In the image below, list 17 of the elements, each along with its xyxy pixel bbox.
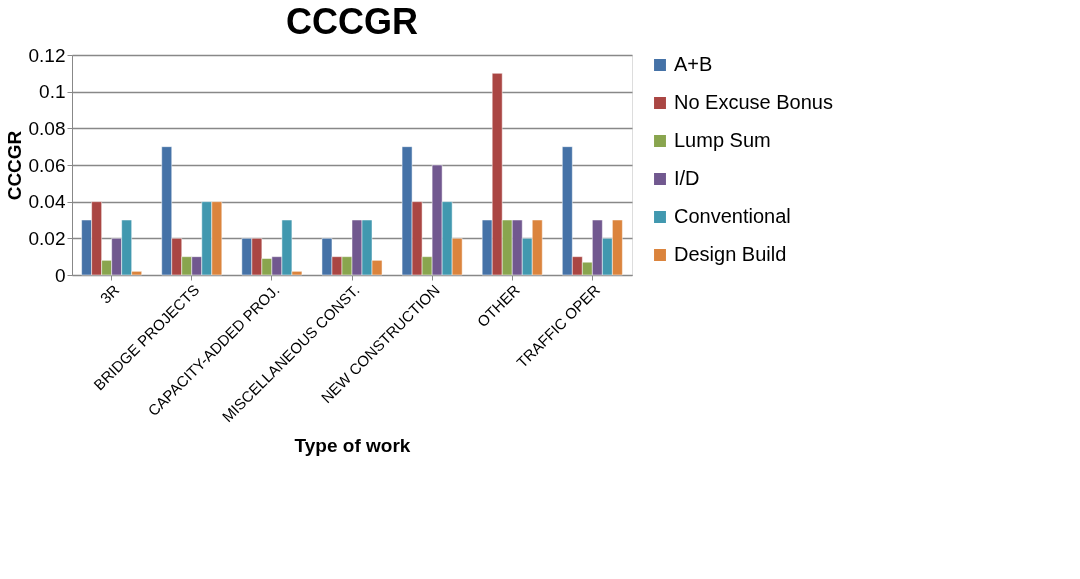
- legend-label: No Excuse Bonus: [674, 91, 833, 113]
- y-tick-label: 0.12: [28, 44, 66, 66]
- chart-title: CCCGR: [286, 1, 418, 42]
- y-tick-label: 0.04: [28, 191, 66, 213]
- y-tick-label: 0.02: [28, 227, 66, 249]
- legend-label: Conventional: [674, 205, 791, 227]
- y-tick-label: 0.1: [39, 81, 66, 103]
- y-tick-label: 0: [54, 264, 66, 286]
- legend-label: I/D: [674, 167, 700, 189]
- x-axis-title: Type of work: [294, 435, 411, 457]
- y-tick-label: 0.08: [28, 117, 66, 139]
- legend-label: Lump Sum: [674, 129, 771, 151]
- x-tick-label: 3R: [96, 280, 123, 307]
- y-axis-title: CCCGR: [3, 130, 25, 201]
- legend-label: A+B: [674, 53, 713, 75]
- legend-label: Design Build: [674, 243, 787, 265]
- y-tick-label: 0.06: [28, 154, 66, 176]
